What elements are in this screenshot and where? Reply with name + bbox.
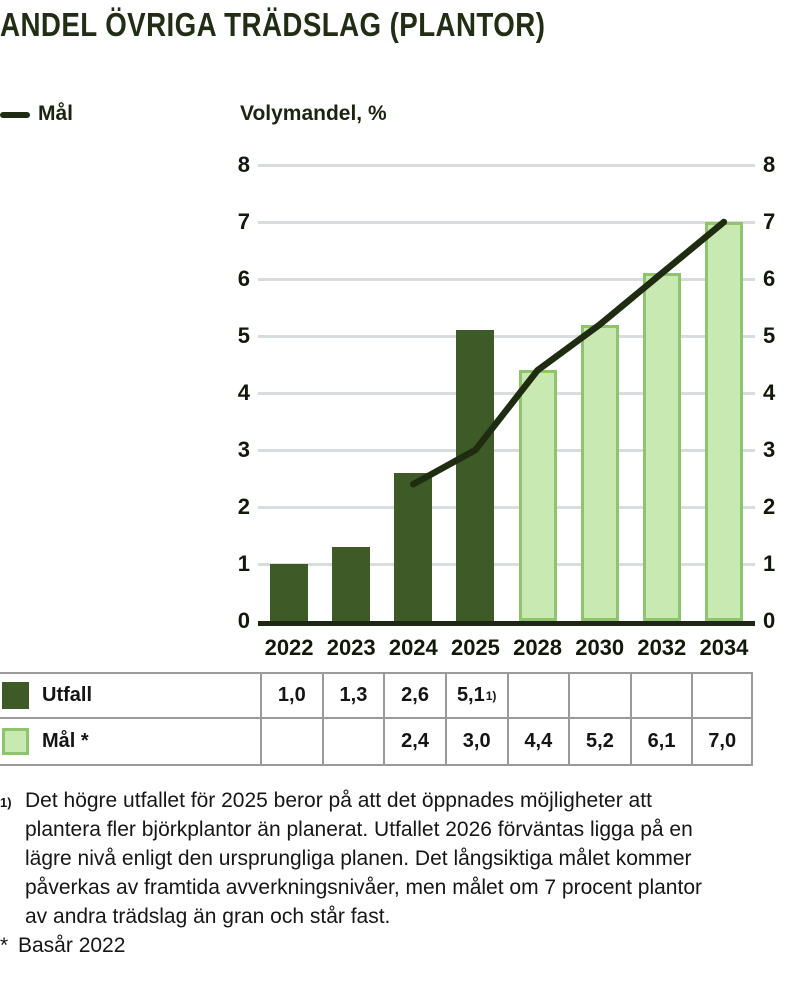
gridline [258,164,755,167]
y-axis-tick-left: 3 [237,437,250,462]
table-row-utfall: Utfall 1,0 1,3 2,6 5,1 1) [0,674,753,719]
table-row-mal: Mål * 2,4 3,0 4,4 5,2 6,1 7,0 [0,719,753,764]
bar-ml-2030 [580,324,619,621]
x-axis-tick-2028: 2028 [513,635,563,660]
x-axis-line [258,621,755,626]
table-cell: 5,1 1) [444,674,507,717]
base-year-text: Basår 2022 [18,934,126,957]
target-line-legend-swatch [0,112,30,118]
table-cell: 3,0 [444,719,507,764]
x-axis-tick-2030: 2030 [575,635,625,660]
x-axis-tick-2032: 2032 [637,635,687,660]
bar-ml-2032 [642,273,681,621]
table-cell [506,674,569,717]
x-axis-tick-2022: 2022 [264,635,314,660]
x-axis-tick-2034: 2034 [699,635,749,660]
table-cell: 1,0 [260,674,322,717]
gridline [258,278,755,281]
row-header-utfall: Utfall [0,674,260,717]
y-axis-tick-right: 6 [763,266,776,291]
data-table: Utfall 1,0 1,3 2,6 5,1 1) Mål * 2,4 3,0 4… [0,672,753,766]
y-axis-tick-left: 4 [237,380,250,405]
table-cell: 7,0 [691,719,753,764]
y-axis-tick-right: 4 [763,380,776,405]
y-axis-tick-left: 8 [237,152,250,177]
gridline [258,449,755,452]
mal-swatch-icon [2,728,29,755]
gridline [258,335,755,338]
bar-utfall-2024 [394,472,433,621]
table-cell: 2,6 [383,674,445,717]
bar-line-chart: 0 0 1 1 2 2 3 3 4 4 5 5 6 6 7 7 8 8 2022 2023 2024 2025 2028 20… [238,152,776,660]
table-cell [568,674,630,717]
bar-ml-2028 [518,370,557,621]
table-cell: 2,4 [383,719,445,764]
x-axis-tick-2025: 2025 [450,635,500,660]
y-axis-tick-right: 0 [763,608,776,633]
y-axis-title: Volymandel, % [240,102,387,125]
table-cell [321,719,384,764]
footnote-1-marker: 1) [0,795,12,810]
x-axis-tick-2023: 2023 [326,635,376,660]
y-axis-tick-left: 6 [237,266,250,291]
table-cell [691,674,753,717]
utfall-swatch-icon [2,682,29,709]
page-title: ANDEL ÖVRIGA TRÄDSLAG (PLANTOR) [0,6,546,43]
y-axis-tick-left: 7 [237,209,250,234]
footnote-1: 1) Det högre utfallet för 2025 beror på … [0,786,712,931]
row-label: Utfall [42,684,92,706]
table-cell: 5,2 [568,719,630,764]
table-cell: 6,1 [629,719,692,764]
row-label: Mål * [42,730,89,752]
y-axis-tick-right: 7 [763,209,776,234]
y-axis-tick-left: 2 [237,494,250,519]
gridline [258,563,755,566]
y-axis-tick-right: 3 [763,437,776,462]
base-year-note: * Basår 2022 [0,931,712,960]
table-cell [260,719,322,764]
base-year-marker: * [0,934,9,957]
row-header-mal: Mål * [0,719,260,764]
y-axis-tick-right: 5 [763,323,776,348]
table-cell [629,674,692,717]
table-cell: 1,3 [321,674,384,717]
gridline [258,506,755,509]
x-axis-tick-2024: 2024 [388,635,438,660]
target-line-legend-label: Mål [38,102,74,125]
target-line [410,218,728,488]
footnote-1-text: Det högre utfallet för 2025 beror på att… [25,789,702,928]
y-axis-tick-left: 0 [237,608,250,633]
bar-utfall-2022 [270,564,309,621]
y-axis-tick-right: 8 [763,152,776,177]
table-cell: 4,4 [506,719,569,764]
y-axis-tick-left: 5 [237,323,250,348]
y-axis-tick-right: 1 [763,551,776,576]
gridline [258,221,755,224]
y-axis-tick-left: 1 [237,551,250,576]
y-axis-tick-right: 2 [763,494,776,519]
footnotes: 1) Det högre utfallet för 2025 beror på … [0,786,712,960]
bar-utfall-2023 [332,546,371,621]
bar-ml-2034 [704,222,743,621]
bar-utfall-2025 [456,330,495,621]
gridline [258,392,755,395]
